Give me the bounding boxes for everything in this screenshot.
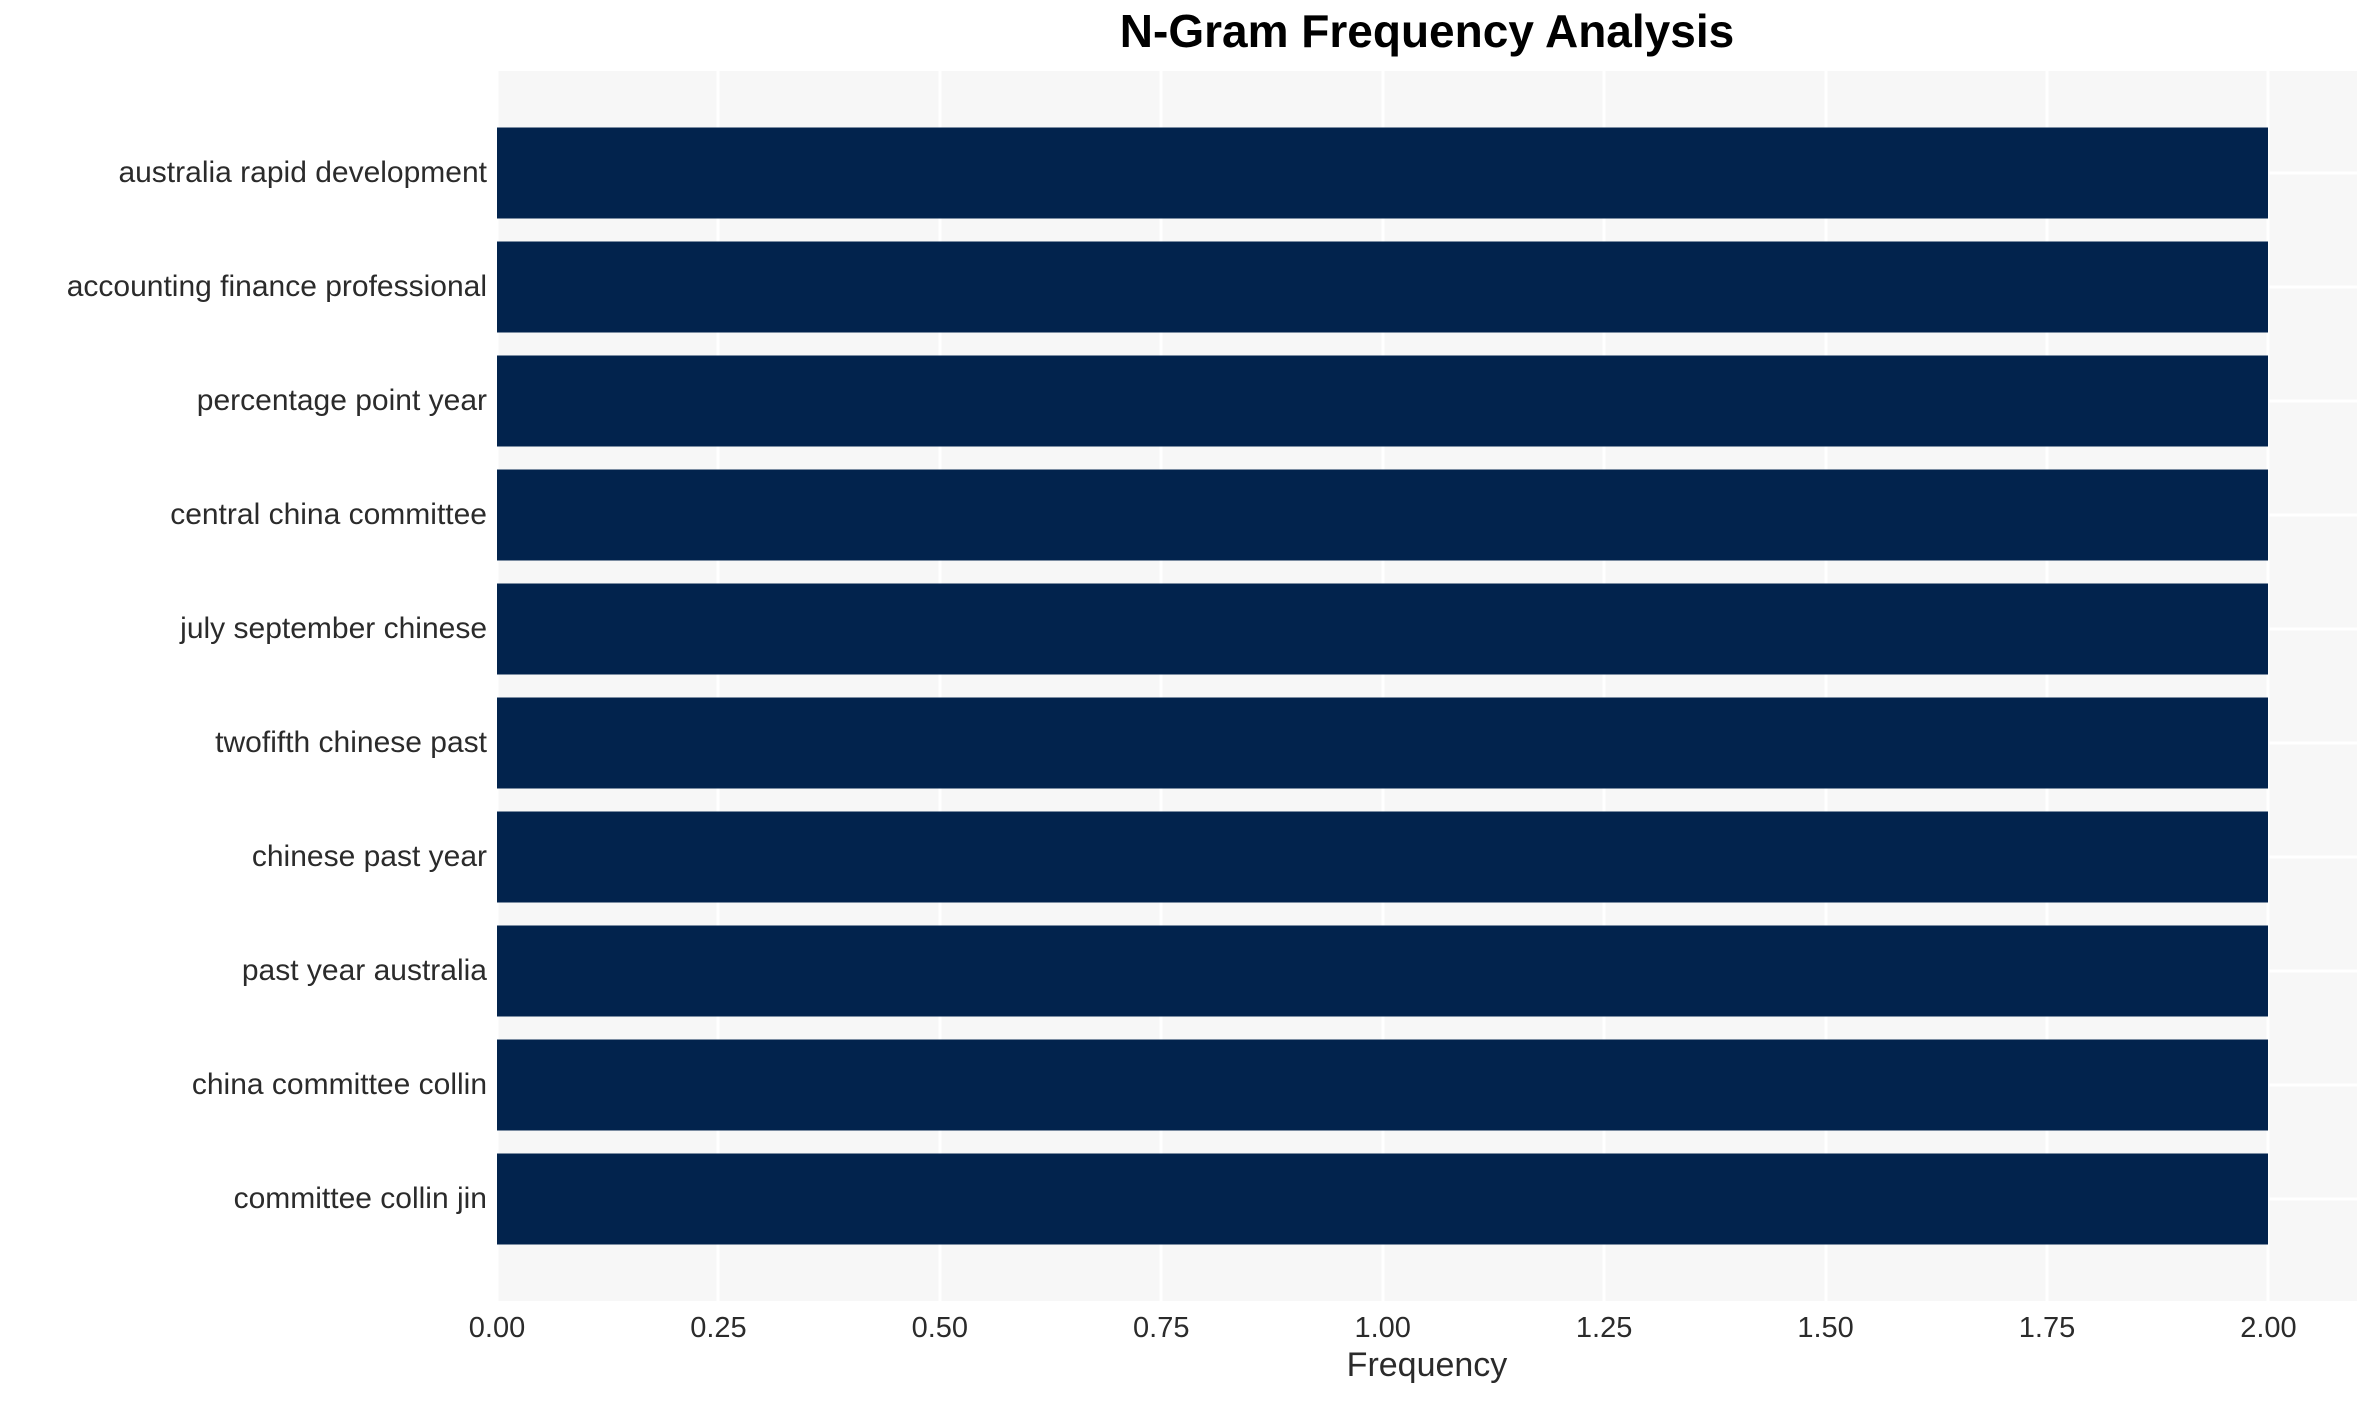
x-tick-label: 1.50 (1797, 1312, 1854, 1344)
bar-july-september-chinese (497, 583, 2269, 675)
x-tick-label: 1.25 (1575, 1312, 1633, 1344)
category-label: china committee collin (191, 1068, 487, 1101)
bar-australia-rapid-development (497, 127, 2269, 219)
bar-accounting-finance-professional (497, 241, 2269, 333)
gridline-vertical (2045, 71, 2049, 1301)
x-axis-label: Frequency (1346, 1346, 1508, 1384)
category-label: twofifth chinese past (215, 726, 487, 759)
category-label: chinese past year (251, 840, 487, 873)
bar-committee-collin-jin (497, 1153, 2269, 1245)
bar-chinese-past-year (497, 811, 2269, 903)
x-tick-label: 1.00 (1354, 1312, 1411, 1344)
category-label: central china committee (170, 498, 487, 531)
category-label: percentage point year (196, 384, 487, 417)
gridline-vertical (716, 71, 720, 1301)
chart-title: N-Gram Frequency Analysis (1119, 5, 1735, 57)
bar-china-committee-collin (497, 1039, 2269, 1131)
category-label: australia rapid development (118, 156, 487, 189)
x-tick-label: 0.25 (690, 1312, 747, 1344)
category-label: past year australia (241, 954, 487, 987)
bar-central-china-committee (497, 469, 2269, 561)
x-tick-label: 0.50 (911, 1312, 969, 1344)
gridline-vertical (938, 71, 942, 1301)
x-tick-label: 0.75 (1133, 1312, 1190, 1344)
gridline-vertical (497, 71, 499, 1301)
bar-twofifth-chinese-past (497, 697, 2269, 789)
gridline-vertical (1824, 71, 1828, 1301)
gridline-vertical (1159, 71, 1163, 1301)
category-label: accounting finance professional (66, 270, 487, 303)
bar-percentage-point-year (497, 355, 2269, 447)
x-tick-label: 1.75 (2018, 1312, 2076, 1344)
category-label: committee collin jin (233, 1182, 487, 1215)
x-tick-label: 2.00 (2240, 1312, 2297, 1344)
category-label: july september chinese (180, 612, 487, 645)
gridline-vertical (1602, 71, 1606, 1301)
gridline-vertical (1381, 71, 1385, 1301)
plot-area (497, 71, 2357, 1301)
bar-past-year-australia (497, 925, 2269, 1017)
x-tick-label: 0.00 (468, 1312, 526, 1344)
gridline-vertical (2266, 71, 2270, 1301)
